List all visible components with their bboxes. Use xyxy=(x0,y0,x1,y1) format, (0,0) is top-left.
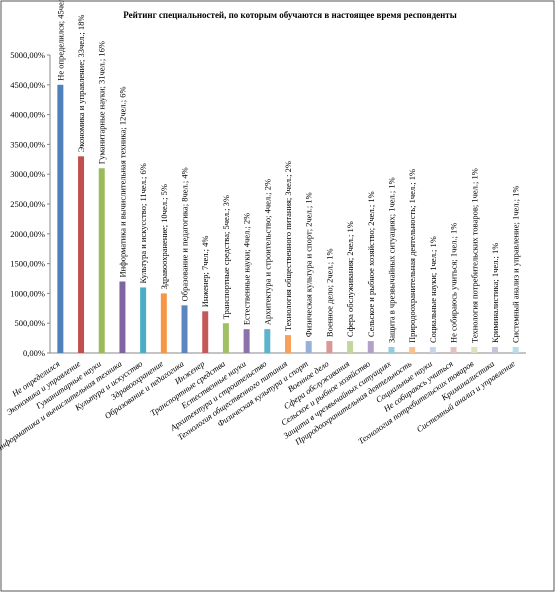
y-tick-label: 4500,00% xyxy=(10,80,45,90)
data-label: Физическая культура и спорт; 2чел.; 1% xyxy=(304,192,314,337)
bar xyxy=(140,287,147,353)
data-label: Здравоохранение; 10чел.; 5% xyxy=(159,184,169,289)
bar xyxy=(243,329,250,353)
y-tick-label: 2000,00% xyxy=(10,229,45,239)
bar xyxy=(429,347,436,353)
bar xyxy=(202,311,209,353)
bar xyxy=(491,347,498,353)
y-tick-label: 3000,00% xyxy=(10,169,45,179)
data-label: Информатика и вычислительная техника; 12… xyxy=(117,86,127,277)
data-label: Сельское и рыбное хозяйство; 2чел.; 1% xyxy=(366,191,376,337)
y-tick-label: 4000,00% xyxy=(10,110,45,120)
data-label: Сфера обслуживания; 2чел.; 1% xyxy=(345,221,355,337)
bar xyxy=(388,347,395,353)
data-label: Не собираюсь учиться; 1чел.; 1% xyxy=(449,223,459,343)
bar xyxy=(264,329,271,353)
bar xyxy=(305,341,312,353)
bar xyxy=(57,84,64,354)
bar xyxy=(347,341,354,353)
bar xyxy=(78,156,85,353)
bar xyxy=(285,335,291,353)
data-label: Гуманитарные науки; 31чел.; 16% xyxy=(97,41,107,164)
data-label: Криминалистика; 1чел.; 1% xyxy=(490,243,500,343)
data-label: Архитектура и строительство; 4чел.; 2% xyxy=(262,179,272,325)
y-tick-label: 1000,00% xyxy=(10,288,45,298)
y-tick-label: 5000,00% xyxy=(10,50,45,60)
data-label: Защита в чрезвычайных ситуациях; 1чел.; … xyxy=(386,177,396,343)
data-label: Технология потребительских товаров; 1чел… xyxy=(469,168,479,343)
y-tick-label: 1500,00% xyxy=(10,259,45,269)
data-label: Культура и искусство; 11чел.; 6% xyxy=(138,163,148,283)
y-tick-label: 0,00% xyxy=(23,348,45,358)
y-tick-label: 3500,00% xyxy=(10,139,45,149)
bar xyxy=(181,305,188,353)
y-tick-label: 500,00% xyxy=(15,318,45,328)
data-label: Природоохранительная деятельность; 1чел.… xyxy=(407,169,417,343)
data-label: Инженер; 7чел.; 4% xyxy=(200,236,210,308)
data-label: Естественные науки; 4чел.; 2% xyxy=(242,213,252,325)
data-label: Военное дело; 2чел.; 1% xyxy=(324,248,334,337)
data-label: Транспортные средства; 5чел.; 3% xyxy=(221,195,231,319)
bar xyxy=(160,293,167,353)
bar xyxy=(326,341,333,353)
y-tick-label: 2500,00% xyxy=(10,199,45,209)
data-label: Социальные науки; 1чел.; 1% xyxy=(428,236,438,343)
data-label: Не определился; 45чел.; 24% xyxy=(55,0,65,81)
data-label: Технология общественного питания; 3чел.;… xyxy=(283,161,293,331)
data-label: Образование и педагогика; 8чел.; 4% xyxy=(180,167,190,301)
bar xyxy=(98,168,105,353)
data-label: Системный анализ и управление; 1чел.; 1% xyxy=(511,186,521,343)
data-label: Экономика и управление; 33чел.; 18% xyxy=(76,15,86,153)
bar xyxy=(367,341,374,353)
chart-title: Рейтинг специальностей, по которым обуча… xyxy=(123,10,457,20)
bar xyxy=(409,347,416,353)
bar xyxy=(512,347,519,353)
bar xyxy=(222,323,229,353)
bar xyxy=(450,347,457,353)
bar xyxy=(471,347,478,353)
bar xyxy=(119,281,126,353)
